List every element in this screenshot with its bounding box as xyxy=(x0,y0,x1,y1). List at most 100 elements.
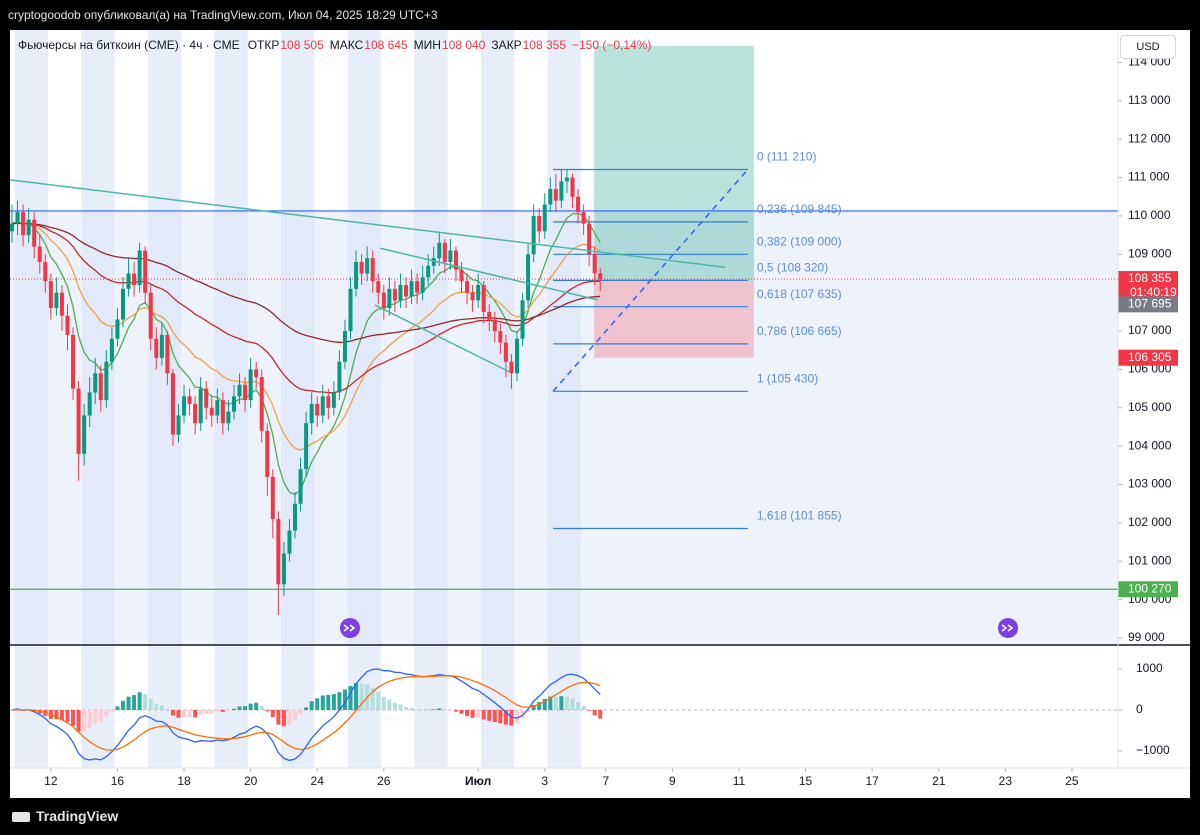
macd-histogram xyxy=(376,691,381,710)
candle-body xyxy=(348,288,353,332)
candle-body xyxy=(120,288,125,320)
legend-key: МИН xyxy=(413,38,441,52)
macd-histogram xyxy=(209,709,214,714)
candle-body xyxy=(320,396,325,416)
candle-body xyxy=(487,311,492,320)
candle-body xyxy=(193,403,198,424)
price-tag xyxy=(1118,581,1178,598)
macd-histogram xyxy=(387,699,392,710)
time-tick-label: 26 xyxy=(377,774,391,788)
session-stripe xyxy=(281,30,315,768)
indicator-icon[interactable] xyxy=(340,618,360,638)
legend-value: 108 645 xyxy=(364,38,408,52)
candle-body xyxy=(453,250,458,270)
macd-histogram xyxy=(298,709,303,715)
macd-histogram xyxy=(465,709,470,716)
legend-value: 108 505 xyxy=(280,38,324,52)
candle-body xyxy=(537,215,542,232)
candle-body xyxy=(243,384,248,401)
candle-body xyxy=(387,288,392,309)
brand-logo xyxy=(12,812,30,823)
macd-histogram xyxy=(392,702,397,710)
symbol-legend: Фьючерсы на биткоин (CME) · 4ч · CME ОТКР… xyxy=(18,38,657,52)
candle-body xyxy=(9,223,14,232)
candle-body xyxy=(592,254,597,274)
macd-histogram xyxy=(437,708,442,710)
candle-body xyxy=(115,319,120,339)
macd-histogram xyxy=(154,703,159,710)
macd-histogram xyxy=(159,705,164,710)
candle-body xyxy=(520,300,525,339)
price-tick-label: 109 000 xyxy=(1128,246,1172,260)
candle-body xyxy=(581,212,586,224)
session-stripe xyxy=(14,30,49,768)
macd-histogram xyxy=(359,683,364,710)
fib-label: 0,618 (107 635) xyxy=(757,287,842,301)
macd-histogram xyxy=(254,702,259,710)
macd-histogram xyxy=(576,702,581,710)
price-tick-label: 113 000 xyxy=(1128,93,1171,107)
main-pane: 0 (111 210) 0,236 (109 845) 0,382 (109 000… xyxy=(9,45,1118,615)
candle-body xyxy=(187,396,192,404)
candle-body xyxy=(204,388,209,408)
trendline xyxy=(374,304,511,373)
session-stripe xyxy=(480,30,515,768)
candle-body xyxy=(54,292,59,309)
macd-histogram xyxy=(431,709,436,710)
candle-body xyxy=(503,342,508,362)
macd-histogram xyxy=(193,709,198,718)
macd-histogram xyxy=(526,709,531,712)
candle-body xyxy=(226,411,231,424)
candle-body xyxy=(354,261,359,289)
macd-tick-label: 1000 xyxy=(1136,661,1163,675)
macd-histogram xyxy=(265,709,270,712)
candle-body xyxy=(365,258,370,274)
macd-histogram xyxy=(143,694,148,710)
candle-body xyxy=(237,384,242,397)
macd-histogram xyxy=(381,696,386,710)
candle-body xyxy=(548,189,553,205)
candle-body xyxy=(215,400,220,416)
time-tick-label: 15 xyxy=(799,774,813,788)
macd-histogram xyxy=(293,709,298,721)
legend-key: МАКС xyxy=(329,38,364,52)
moving-average xyxy=(11,222,601,394)
symbol-title: Фьючерсы на биткоин (CME) · 4ч · CME xyxy=(18,38,240,52)
candle-body xyxy=(87,392,92,416)
session-stripe xyxy=(147,30,182,768)
macd-histogram xyxy=(548,696,553,710)
legend-key: ЗАКР xyxy=(491,38,522,52)
position-loss-zone xyxy=(594,281,754,358)
candle-body xyxy=(126,273,131,289)
time-tick-label: 17 xyxy=(865,774,879,788)
indicator-icon[interactable] xyxy=(998,618,1018,638)
macd-histogram xyxy=(498,709,503,724)
macd-histogram xyxy=(581,705,586,710)
macd-histogram xyxy=(559,696,564,710)
candle-body xyxy=(448,250,453,262)
time-tick-label: 21 xyxy=(932,774,946,788)
candle-body xyxy=(476,285,481,301)
candle-body xyxy=(265,430,270,477)
candle-body xyxy=(359,261,364,274)
price-tick-label: 110 000 xyxy=(1128,208,1171,222)
macd-histogram xyxy=(98,709,103,722)
macd-histogram xyxy=(71,709,76,726)
candle-body xyxy=(170,373,175,435)
currency-button[interactable]: USD xyxy=(1120,35,1176,59)
candle-body xyxy=(98,373,103,401)
macd-histogram xyxy=(459,709,464,714)
candle-body xyxy=(465,281,470,293)
macd-histogram xyxy=(598,709,603,719)
candle-body xyxy=(442,242,447,262)
macd-histogram xyxy=(126,696,131,710)
macd-histogram xyxy=(520,709,525,719)
fib-label: 1,618 (101 855) xyxy=(757,509,842,523)
macd-histogram xyxy=(120,700,125,710)
macd-histogram xyxy=(226,709,231,711)
candle-body xyxy=(598,273,603,280)
top-bar: cryptogoodob опубликовал(а) на TradingVi… xyxy=(0,0,1200,30)
macd-histogram xyxy=(409,707,414,710)
